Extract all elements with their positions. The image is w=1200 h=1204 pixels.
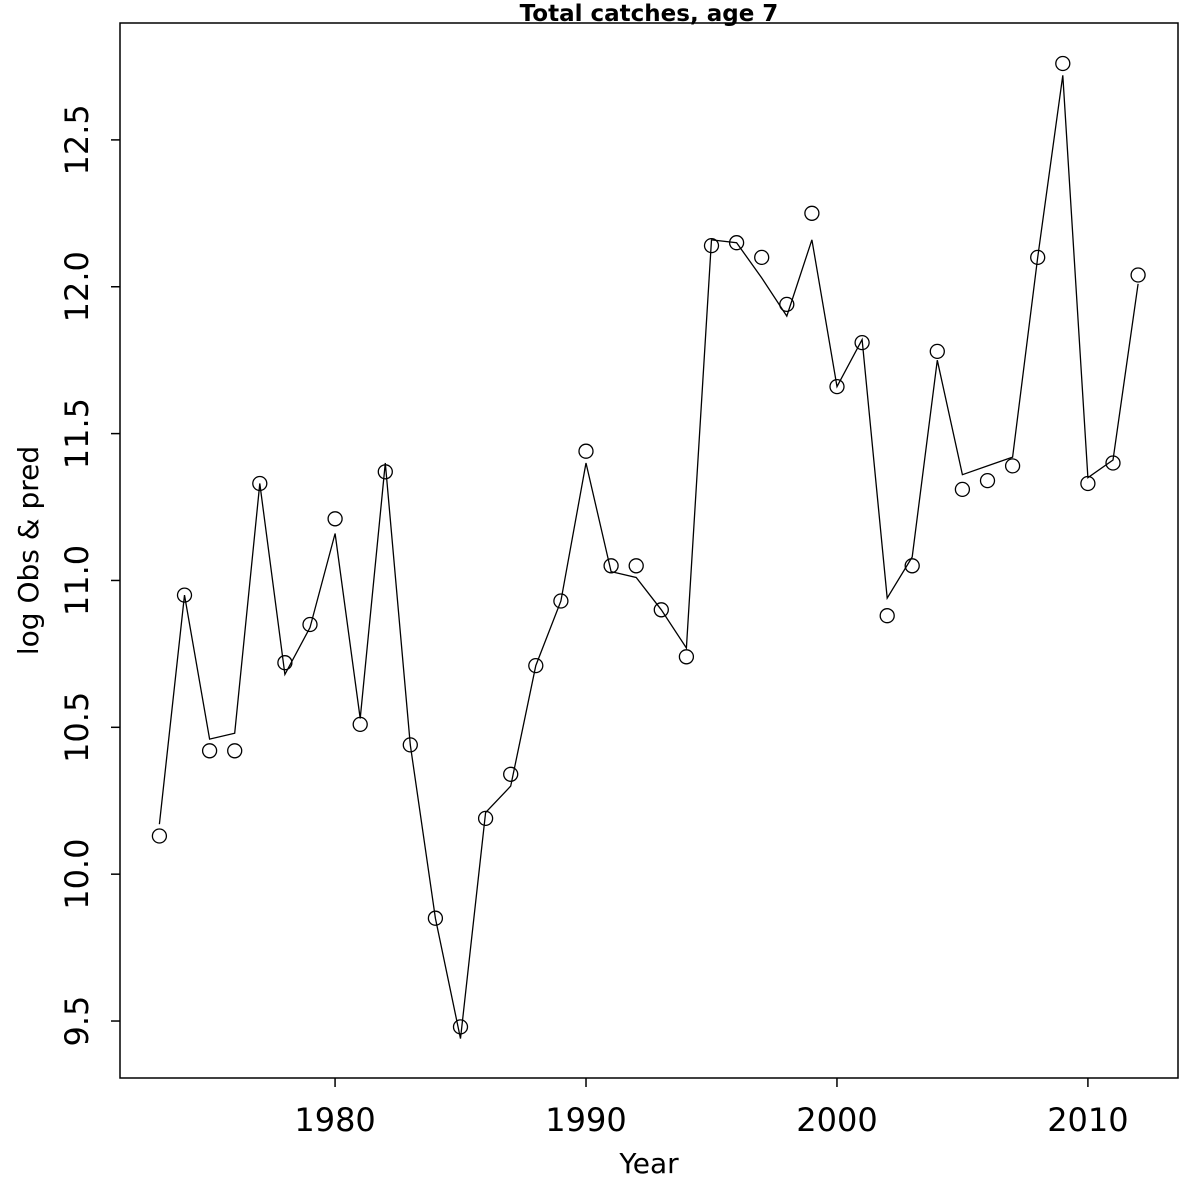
data-point: [653, 602, 669, 618]
data-point: [854, 334, 870, 351]
data-point: [151, 828, 168, 844]
data-point: [979, 472, 996, 489]
data-point: [477, 810, 494, 827]
y-tick-label: 11.0: [58, 545, 96, 616]
data-point: [829, 378, 845, 395]
y-tick-label: 10.5: [58, 692, 96, 763]
y-tick-label: 9.5: [58, 996, 96, 1047]
series-layer: [151, 55, 1146, 1039]
x-tick-label: 1990: [545, 1101, 626, 1139]
data-point: [804, 205, 820, 221]
data-point: [201, 743, 218, 759]
data-point: [1105, 455, 1121, 471]
data-point: [327, 511, 343, 527]
y-tick-label: 12.0: [58, 251, 96, 322]
data-point: [227, 743, 243, 759]
x-tick-label: 1980: [294, 1101, 375, 1139]
data-point: [879, 608, 895, 624]
data-point: [678, 649, 695, 665]
x-axis-label: Year: [618, 1147, 679, 1180]
data-point: [377, 464, 393, 480]
data-point: [954, 481, 971, 498]
x-tick-label: 2000: [796, 1101, 877, 1139]
y-tick-label: 11.5: [58, 398, 96, 469]
data-point: [1130, 267, 1146, 283]
data-point: [302, 616, 318, 633]
data-point: [578, 443, 594, 459]
data-point: [1080, 475, 1096, 492]
y-axis-label: log Obs & pred: [12, 446, 45, 655]
y-tick-label: 12.5: [58, 104, 96, 175]
data-point: [779, 296, 795, 313]
data-point: [703, 237, 720, 254]
data-point: [929, 343, 945, 360]
data-point: [728, 235, 745, 251]
data-point: [528, 657, 544, 674]
y-tick-label: 10.0: [58, 839, 96, 910]
data-point: [352, 716, 368, 733]
data-point: [628, 558, 644, 574]
data-point: [553, 593, 569, 609]
data-point: [277, 655, 293, 671]
data-point: [402, 737, 418, 753]
data-point: [754, 249, 770, 266]
plot-box: [119, 22, 1179, 1079]
data-point: [503, 766, 519, 782]
axes-layer: 1980 1990 2000 2010 9.5 10.0 10.5 11.0 11.5 12.0 1…: [58, 22, 1179, 1139]
data-point: [452, 1019, 469, 1035]
data-point: [252, 475, 268, 492]
data-point: [1055, 55, 1071, 72]
prediction-line: [158, 75, 1139, 1039]
data-point: [1004, 458, 1021, 474]
chart-title: Total catches, age 7: [520, 1, 779, 27]
data-point: [603, 558, 619, 574]
data-point: [427, 910, 444, 926]
data-point: [904, 558, 920, 574]
data-point: [1030, 249, 1046, 266]
x-tick-label: 2010: [1047, 1101, 1128, 1139]
data-point: [176, 587, 193, 603]
